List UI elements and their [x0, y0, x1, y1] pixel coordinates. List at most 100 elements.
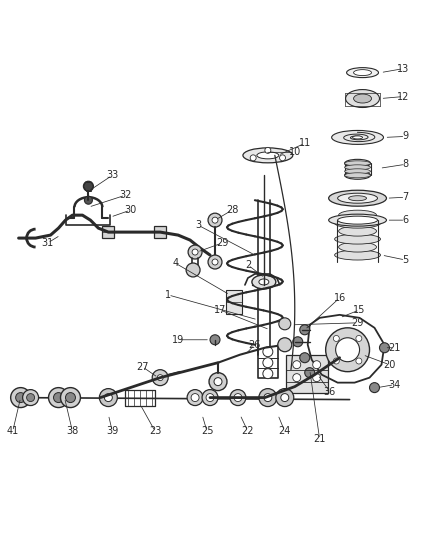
Ellipse shape — [352, 136, 362, 139]
Circle shape — [275, 389, 293, 407]
Text: 5: 5 — [401, 255, 408, 265]
Text: 9: 9 — [402, 132, 407, 141]
Ellipse shape — [344, 173, 370, 178]
Circle shape — [280, 393, 288, 401]
Circle shape — [201, 390, 218, 406]
Bar — [102, 226, 114, 238]
Circle shape — [250, 155, 256, 161]
Circle shape — [84, 196, 92, 204]
Text: 1: 1 — [165, 290, 171, 300]
Circle shape — [355, 358, 361, 364]
Text: 29: 29 — [215, 238, 228, 248]
Circle shape — [230, 390, 245, 406]
Text: 29: 29 — [350, 318, 363, 328]
Circle shape — [378, 343, 389, 353]
Circle shape — [99, 389, 117, 407]
Ellipse shape — [334, 250, 380, 260]
Bar — [154, 226, 166, 238]
Text: 2: 2 — [244, 260, 251, 270]
Ellipse shape — [334, 234, 380, 244]
Circle shape — [187, 245, 201, 259]
Circle shape — [292, 374, 300, 382]
Text: 11: 11 — [298, 139, 310, 148]
Circle shape — [332, 335, 339, 342]
Text: 39: 39 — [106, 426, 118, 437]
Ellipse shape — [338, 226, 376, 236]
Ellipse shape — [242, 148, 292, 163]
Circle shape — [65, 393, 75, 402]
Circle shape — [212, 217, 218, 223]
Circle shape — [299, 325, 309, 335]
Text: 15: 15 — [353, 305, 365, 315]
Circle shape — [11, 387, 31, 408]
Circle shape — [27, 393, 35, 401]
Text: 21: 21 — [313, 434, 325, 445]
Text: 26: 26 — [248, 340, 261, 350]
Circle shape — [262, 358, 272, 368]
Text: 28: 28 — [225, 205, 237, 215]
Text: 20: 20 — [382, 360, 395, 370]
Text: 27: 27 — [136, 362, 148, 372]
Circle shape — [23, 390, 39, 406]
Ellipse shape — [258, 279, 268, 285]
Text: 25: 25 — [200, 426, 213, 437]
Ellipse shape — [337, 193, 377, 203]
Circle shape — [192, 249, 198, 255]
Circle shape — [278, 318, 290, 330]
Circle shape — [233, 393, 241, 401]
Circle shape — [262, 369, 272, 378]
Circle shape — [209, 335, 219, 345]
Circle shape — [258, 389, 276, 407]
Circle shape — [214, 378, 222, 385]
Circle shape — [277, 338, 291, 352]
Ellipse shape — [345, 90, 378, 108]
Ellipse shape — [353, 70, 371, 76]
Text: 4: 4 — [172, 258, 178, 268]
Text: 23: 23 — [148, 426, 161, 437]
Ellipse shape — [348, 196, 366, 201]
Circle shape — [332, 358, 339, 364]
Bar — [285, 355, 327, 393]
Ellipse shape — [344, 171, 370, 179]
Circle shape — [191, 393, 198, 401]
Text: 38: 38 — [66, 426, 78, 437]
Circle shape — [264, 148, 270, 154]
Text: 13: 13 — [396, 63, 409, 74]
Ellipse shape — [334, 218, 380, 228]
Circle shape — [186, 263, 200, 277]
Circle shape — [292, 361, 300, 369]
Circle shape — [279, 155, 285, 161]
Text: 6: 6 — [402, 215, 407, 225]
Text: 16: 16 — [333, 293, 345, 303]
Circle shape — [205, 393, 214, 401]
Text: 30: 30 — [124, 205, 136, 215]
Circle shape — [304, 368, 314, 378]
Circle shape — [355, 335, 361, 342]
Ellipse shape — [338, 210, 376, 220]
Text: 22: 22 — [241, 426, 254, 437]
Bar — [254, 149, 264, 157]
Circle shape — [369, 383, 378, 393]
Circle shape — [335, 338, 359, 362]
Ellipse shape — [331, 131, 383, 144]
Ellipse shape — [344, 159, 370, 167]
Ellipse shape — [344, 165, 370, 170]
Circle shape — [157, 375, 163, 381]
Circle shape — [104, 393, 112, 401]
Text: 32: 32 — [119, 190, 131, 200]
Ellipse shape — [328, 214, 385, 226]
Text: 7: 7 — [401, 192, 408, 202]
Circle shape — [212, 259, 218, 265]
Text: 10: 10 — [288, 147, 300, 157]
Circle shape — [208, 373, 226, 391]
Text: 19: 19 — [172, 335, 184, 345]
Ellipse shape — [338, 242, 376, 252]
Circle shape — [312, 361, 320, 369]
Ellipse shape — [346, 68, 378, 78]
Text: 8: 8 — [402, 159, 407, 169]
Ellipse shape — [344, 169, 370, 174]
Circle shape — [292, 337, 302, 347]
Ellipse shape — [337, 216, 377, 224]
Text: 12: 12 — [396, 92, 409, 102]
Text: 24: 24 — [278, 426, 290, 437]
